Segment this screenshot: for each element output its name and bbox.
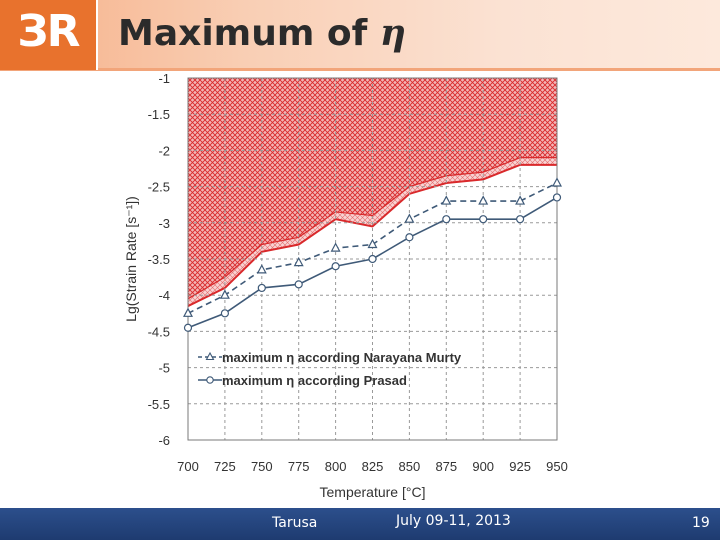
x-tick-label: 700 <box>177 459 199 474</box>
slide-title: Maximum of η <box>118 12 406 54</box>
y-tick-label: -4 <box>158 288 170 303</box>
x-tick-label: 900 <box>472 459 494 474</box>
data-point-triangle <box>183 307 193 317</box>
data-point-circle <box>331 262 340 271</box>
band-inner-line <box>187 157 557 300</box>
footer-location: Tarusa <box>272 515 318 531</box>
data-point-triangle <box>515 195 526 205</box>
y-tick-label: -2.5 <box>148 180 170 195</box>
slide-header <box>0 0 720 70</box>
logo: ЗR <box>0 0 98 70</box>
data-point-triangle <box>441 195 452 205</box>
y-tick-label: -6 <box>158 433 170 448</box>
data-point-circle <box>294 280 303 289</box>
x-tick-label: 825 <box>362 459 384 474</box>
page-number: 19 <box>692 515 710 531</box>
data-point-circle <box>442 215 451 224</box>
data-point-triangle <box>367 238 378 249</box>
title-text: Maximum of <box>118 13 368 54</box>
footer-date: July 09-11, 2013 <box>396 513 511 529</box>
legend-marker-circle <box>206 376 214 384</box>
data-point-circle <box>220 309 229 318</box>
x-tick-label: 800 <box>325 459 347 474</box>
data-point-circle <box>515 215 525 224</box>
y-tick-label: -2 <box>158 143 170 158</box>
x-tick-label: 850 <box>399 459 421 474</box>
legend-label-2: maximum η according Prasad <box>222 373 407 388</box>
x-tick-label: 775 <box>288 459 310 474</box>
y-tick-label: -5.5 <box>148 397 170 412</box>
x-tick-label: 875 <box>435 459 457 474</box>
x-tick-label: 750 <box>251 459 273 474</box>
title-symbol: η <box>379 12 406 54</box>
footer-bar: Tarusa July 09-11, 2013 19 <box>0 508 720 540</box>
y-tick-label: -5 <box>158 361 170 376</box>
y-tick-label: -3 <box>158 216 170 231</box>
header-divider <box>0 68 720 71</box>
data-point-circle <box>552 193 562 202</box>
y-tick-label: -3.5 <box>148 252 170 267</box>
data-point-circle <box>257 283 266 293</box>
data-point-triangle <box>478 195 489 205</box>
plot-frame <box>187 77 558 441</box>
band-lower-line <box>187 163 557 307</box>
y-tick-label: -1 <box>158 71 170 86</box>
grid-layer <box>187 77 558 441</box>
y-tick-label: -1.5 <box>148 107 170 122</box>
data-point-triangle <box>219 289 230 299</box>
legend-label-1: maximum η according Narayana Murty <box>222 350 462 365</box>
y-tick-label: -4.5 <box>148 324 170 339</box>
data-point-circle <box>183 323 193 332</box>
legend-layer: maximum η according Narayana Murty maximu… <box>198 350 462 388</box>
x-tick-label: 950 <box>546 459 568 474</box>
x-tick-label: 725 <box>214 459 236 474</box>
data-point-circle <box>479 215 488 224</box>
x-tick-label: 925 <box>509 459 531 474</box>
data-point-circle <box>405 233 414 242</box>
data-point-triangle <box>552 177 562 187</box>
axis-layer: -1 -1.5 -2 -2.5 -3 -3.5 -4 -4.5 -5 -5.5 -6 700 725 75… <box>123 71 568 500</box>
data-point-circle <box>368 254 377 264</box>
logo-text: ЗR <box>17 6 80 57</box>
data-point-triangle <box>256 264 267 274</box>
series-layer <box>183 177 562 332</box>
data-point-triangle <box>293 256 304 267</box>
data-point-triangle <box>404 213 415 223</box>
legend-marker-triangle <box>205 351 215 361</box>
x-axis-label: Temperature [°C] <box>320 484 426 500</box>
data-point-triangle <box>330 242 341 252</box>
y-axis-label: Lg(Strain Rate [s⁻¹]) <box>123 196 139 322</box>
